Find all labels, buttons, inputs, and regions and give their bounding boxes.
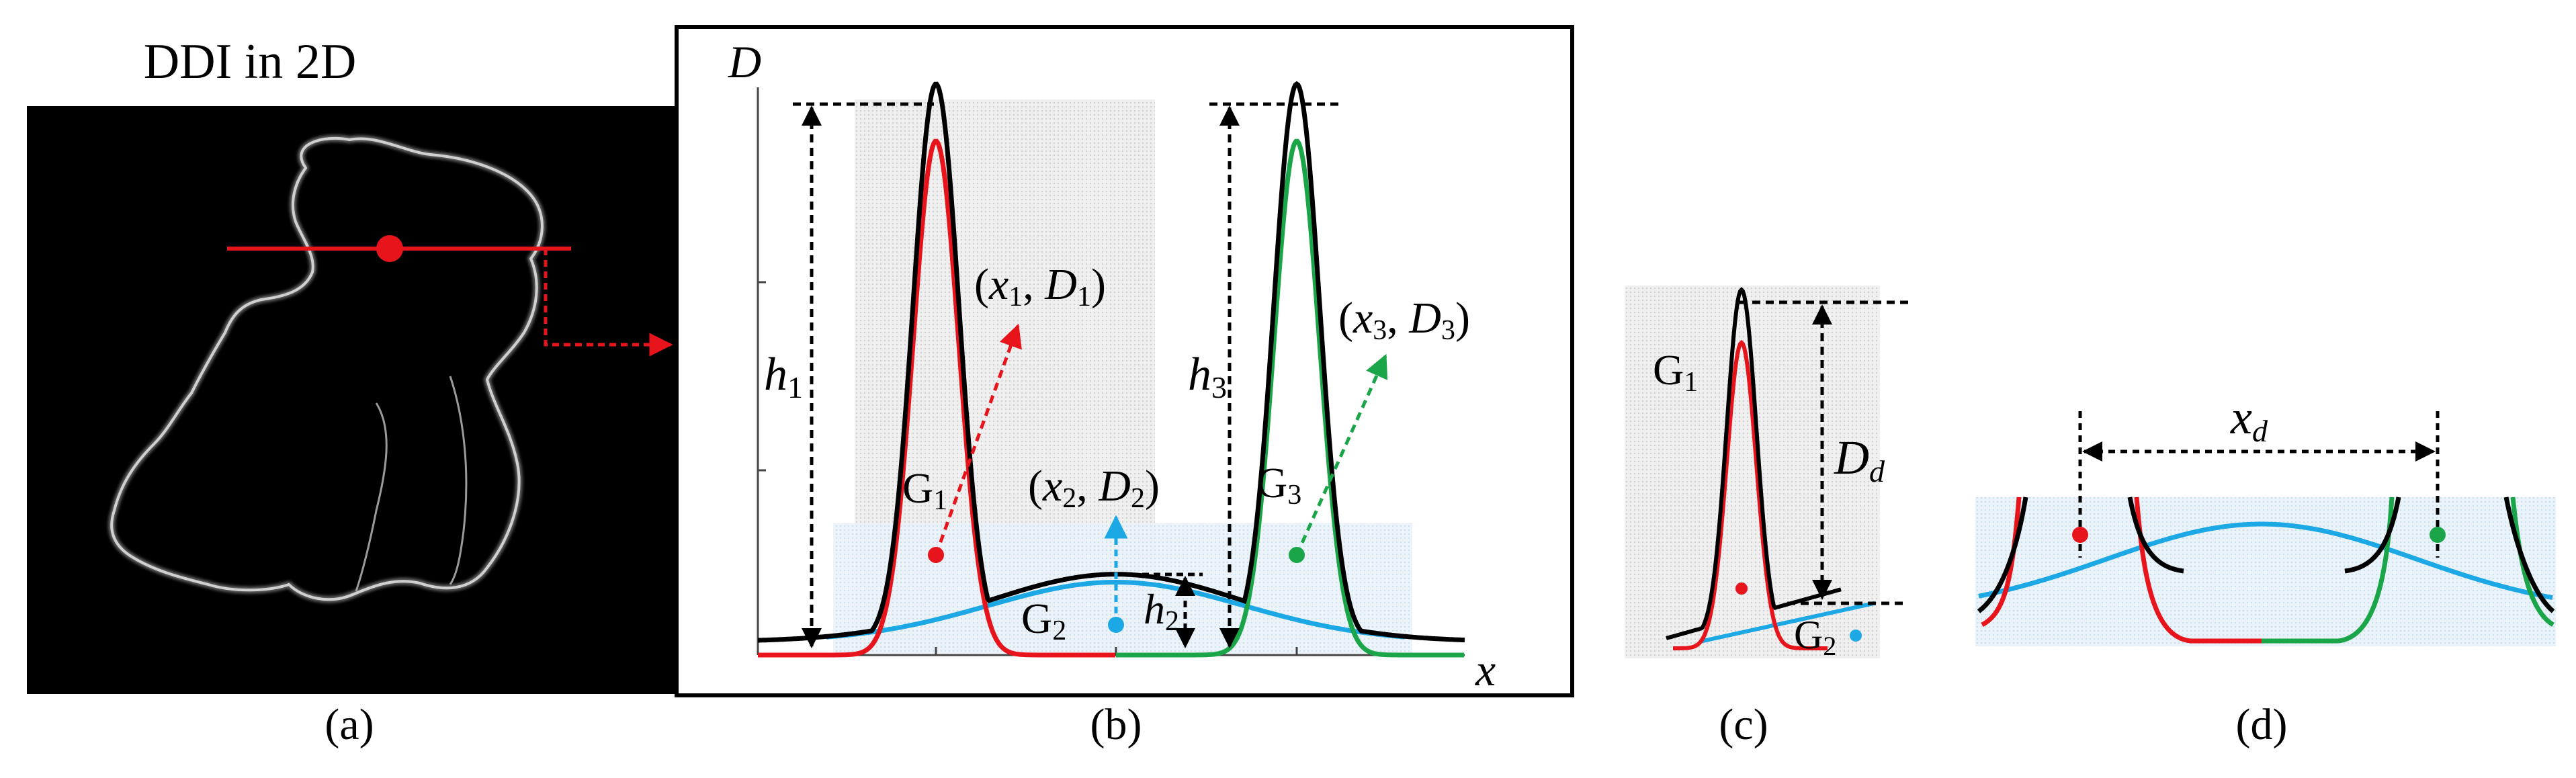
curve-g1 [758,138,1115,658]
scan-to-profile-arrow [544,249,673,357]
axis-y-label: D [728,36,761,87]
h2-label: h2 [1144,585,1179,637]
point2-label: (x2, D2) [1028,462,1160,514]
curve-g2-d [1978,521,2553,601]
panel-c-caption: (c) [1719,700,1768,749]
g2-dot-c [1850,630,1862,642]
panel-c: Dd G1 G2 (c) [1625,286,1908,749]
g1-label: G1 [902,464,947,516]
curve-sum [758,81,1465,643]
panel-a-caption: (a) [325,700,374,749]
panel-b-caption: (b) [1090,700,1142,749]
g3-label: G3 [1256,459,1301,511]
curve-g2-c [1699,601,1875,644]
shade-blue [833,523,1412,654]
g1-label-c: G1 [1653,346,1698,398]
point3-label: (x3, D3) [1338,294,1470,346]
panel-b: D x h1 h3 h2 G1 [675,25,1574,749]
curve-sum-c [1666,286,1842,640]
point1-label: (x1, D1) [974,260,1106,312]
axis-x-label: x [1475,644,1496,695]
dd-label: Dd [1834,431,1885,488]
scan-point [376,235,403,262]
curve-sum-d [1977,496,2555,613]
panel-a-title: DDI in 2D [144,34,357,89]
curve-g3 [1116,138,1464,658]
xd-label: xd [2230,390,2268,448]
curve-g1-c [1673,339,1828,650]
g2-label: G2 [1021,595,1066,646]
g2-label-c: G2 [1794,613,1836,661]
g1-dot-d [2072,527,2088,543]
h3-label: h3 [1188,349,1227,404]
g1-pointer [934,323,1022,556]
panel-d: xd (d) [1975,390,2556,749]
panel-d-caption: (d) [2236,700,2288,749]
panel-a: DDI in 2D (a) [27,34,684,749]
g3-dot-d [2430,527,2446,543]
curve-g2 [826,580,1405,640]
g1-dot-c [1735,582,1748,595]
g3-pointer [1295,353,1388,556]
h1-label: h1 [764,349,803,404]
object-outline [108,134,546,603]
ddi-image [27,106,684,694]
